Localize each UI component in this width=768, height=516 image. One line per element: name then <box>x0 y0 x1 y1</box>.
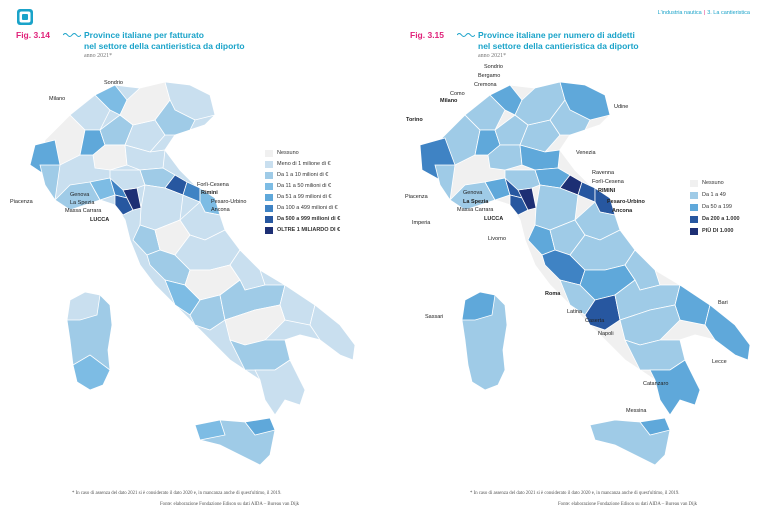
legend-swatch <box>690 228 698 235</box>
italy-map-revenue <box>29 81 356 466</box>
map-label: Pesaro-Urbino <box>607 199 645 205</box>
map-label: Massa Carrara <box>65 208 102 214</box>
source-note: Fonte: elaborazione Fondazione Edison su… <box>160 502 300 507</box>
legend-label: Da 51 a 99 milioni di € <box>277 194 332 200</box>
legend-label: Da 500 a 999 milioni di € <box>277 216 341 222</box>
footnote: * In caso di assenza del dato 2021 si è … <box>470 491 680 496</box>
source-note: Fonte: elaborazione Fondazione Edison su… <box>558 502 698 507</box>
legend-label: Nessuno <box>277 150 299 156</box>
map-label: Udine <box>614 104 629 110</box>
map-label: Rimini <box>201 190 218 196</box>
legend-swatch <box>265 172 273 179</box>
map-label: Pesaro-Urbino <box>211 199 247 205</box>
figure-subtitle: anno 2021* <box>84 53 113 59</box>
sardinia <box>66 291 113 391</box>
map-label: Torino <box>406 117 423 123</box>
legend-label: Da 200 a 1.000 <box>702 216 740 222</box>
footnote: * In caso di assenza del dato 2021 si è … <box>72 491 282 496</box>
map-label: Napoli <box>598 331 614 337</box>
wave-icon <box>457 33 475 37</box>
figure-label: Fig. 3.14 <box>16 30 51 40</box>
map-label: LUCCA <box>90 217 110 223</box>
map-label: Ancona <box>612 208 633 214</box>
legend-swatch <box>690 192 698 199</box>
map-label: Ravenna <box>592 170 615 176</box>
map-label: Catanzaro <box>643 381 669 387</box>
province-shapes <box>29 81 356 416</box>
legend-label: Da 1 a 10 milioni di € <box>277 172 329 178</box>
legend-label: Meno di 1 milione di € <box>277 161 331 167</box>
map-label: Latina <box>567 309 582 315</box>
legend-label: Da 100 a 499 milioni di € <box>277 205 338 211</box>
legend-swatch <box>265 227 273 234</box>
map-label: Venezia <box>576 150 596 156</box>
map-label: Sondrio <box>104 80 123 86</box>
legend-swatch <box>265 205 273 212</box>
figure-subtitle: anno 2021* <box>478 53 507 59</box>
publication-logo-icon <box>17 9 33 25</box>
map-label: Caserta <box>585 318 605 324</box>
legend-swatch <box>265 194 273 201</box>
map-label: Cremona <box>474 82 497 88</box>
map-label: RIMINI <box>598 188 616 194</box>
figure-title: Province italiane per fatturato nel setto… <box>84 30 245 51</box>
legend-swatch <box>265 183 273 190</box>
map-label: Roma <box>545 291 561 297</box>
wave-icon <box>63 33 81 37</box>
map-label: Milano <box>49 96 66 102</box>
section-title: L'industria nautica <box>657 10 702 16</box>
legend-label: OLTRE 1 MILIARDO DI € <box>277 227 341 233</box>
legend-label: Nessuno <box>702 180 724 186</box>
map-label: Imperia <box>412 220 431 226</box>
legend-swatch <box>690 204 698 211</box>
legend-swatch <box>265 150 273 157</box>
map-label: La Spezia <box>463 199 489 205</box>
legend-label: Da 1 a 49 <box>702 192 726 198</box>
legend-swatch <box>265 161 273 168</box>
map-label: Ancona <box>211 207 230 213</box>
figure-title: Province italiane per numero di addetti n… <box>478 30 639 51</box>
map-label: Massa Carrara <box>457 207 494 213</box>
map-label: Livorno <box>488 236 507 242</box>
province-shapes <box>419 81 751 416</box>
sardinia <box>461 291 508 391</box>
figure-label: Fig. 3.15 <box>410 30 445 40</box>
italy-map-employees <box>419 81 751 466</box>
map-label: Genova <box>70 192 90 198</box>
map-label: Bari <box>718 300 728 306</box>
map-label: LUCCA <box>484 216 504 222</box>
section-name: 3. La cantieristica <box>707 10 750 16</box>
legend-label: Da 11 a 50 milioni di € <box>277 183 332 189</box>
legend-label: PIÙ DI 1.000 <box>702 228 734 234</box>
header-separator: | <box>703 10 706 16</box>
legend-swatch <box>265 216 273 223</box>
legend-swatch <box>690 180 698 187</box>
map-label: Forlì-Cesena <box>197 182 229 188</box>
map-label: Forlì-Cesena <box>592 179 624 185</box>
map-label: Piacenza <box>405 194 428 200</box>
map-label: Como <box>450 91 465 97</box>
map-label: Bergamo <box>478 73 501 79</box>
map-label: Sondrio <box>484 64 503 70</box>
legend-swatch <box>690 216 698 223</box>
running-header: L'industria nautica | 3. La cantieristica <box>658 10 750 16</box>
sicily <box>194 417 276 466</box>
sicily <box>589 417 671 466</box>
map-label: Genova <box>463 190 483 196</box>
map-label: Sassari <box>425 314 444 320</box>
map-label: La Spezia <box>70 200 95 206</box>
map-label: Messina <box>626 408 647 414</box>
map-label: Lecce <box>712 359 727 365</box>
legend-label: Da 50 a 199 <box>702 204 732 210</box>
map-label: Milano <box>440 98 458 104</box>
map-label: Piacenza <box>10 199 33 205</box>
